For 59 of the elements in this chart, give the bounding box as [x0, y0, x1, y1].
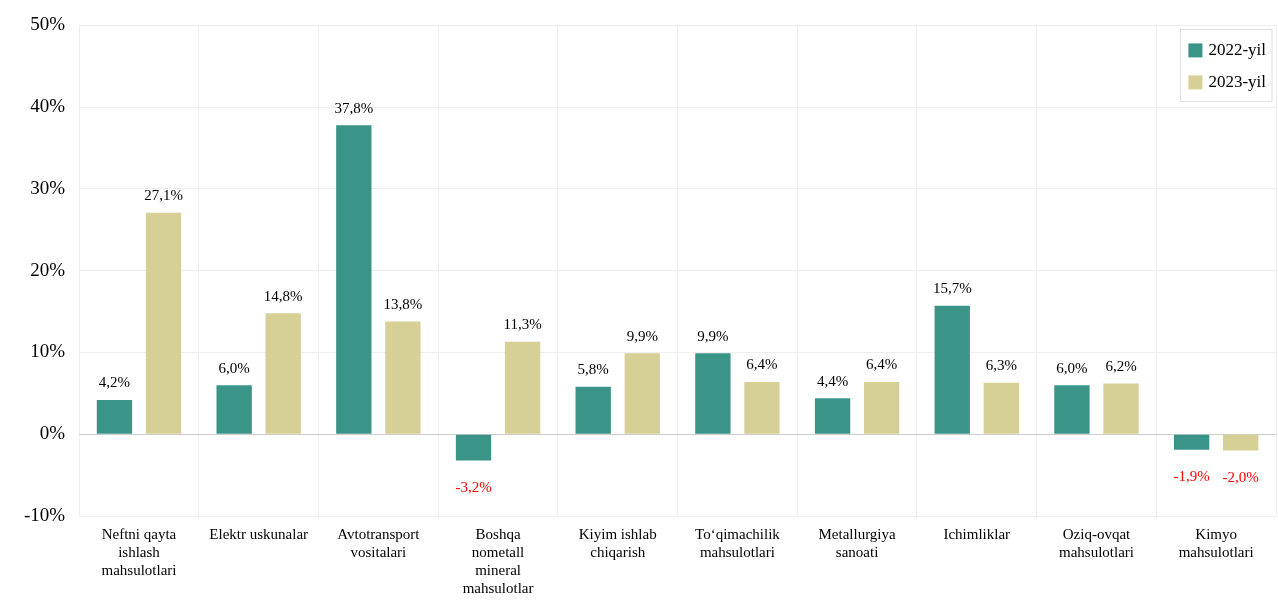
- legend-label: 2022-yil: [1208, 39, 1267, 59]
- x-tick-label: Oziq-ovqat mahsulotlari: [1058, 525, 1134, 560]
- x-tick-label: Neftni qayta ishlash mahsulotlari: [101, 525, 177, 578]
- data-label: 6,4%: [866, 356, 898, 373]
- data-label: 5,8%: [577, 361, 609, 378]
- data-label: 27,1%: [144, 187, 183, 204]
- bar: [385, 321, 421, 434]
- bar: [934, 305, 970, 434]
- data-label: 6,0%: [1056, 359, 1088, 376]
- bar: [1103, 383, 1139, 434]
- y-tick-label: 10%: [30, 340, 66, 362]
- bar: [983, 382, 1019, 434]
- data-label: 6,2%: [1105, 357, 1137, 374]
- y-tick-label: 40%: [30, 95, 66, 117]
- data-label: 13,8%: [383, 295, 423, 312]
- data-label: 9,9%: [697, 327, 729, 344]
- x-tick-label: Elektr uskunalar: [209, 525, 309, 542]
- bar: [695, 353, 731, 434]
- x-tick-label: Avtotransport vositalari: [337, 525, 421, 560]
- bar: [96, 399, 133, 434]
- data-label: 37,8%: [334, 99, 374, 116]
- bar: [336, 125, 372, 434]
- data-label: 4,2%: [98, 374, 131, 391]
- data-label: 6,4%: [746, 356, 778, 373]
- data-label: 14,8%: [263, 287, 303, 304]
- data-label: -1,9%: [1173, 468, 1210, 485]
- x-tick-label: Boshqa nometall mineral mahsulotlar: [462, 525, 534, 596]
- bar: [145, 212, 182, 434]
- data-label: 4,4%: [816, 372, 849, 389]
- bar: [1054, 385, 1090, 434]
- bar: [744, 381, 780, 434]
- data-label: 9,9%: [626, 327, 658, 344]
- x-tick-label: Kimyo mahsulotlari: [1178, 525, 1254, 560]
- x-tick-label: Kiyim ishlab chiqarish: [578, 525, 657, 560]
- y-tick-label: 50%: [30, 13, 66, 35]
- x-tick-label: Ichimliklar: [943, 525, 1011, 542]
- bar: [1223, 434, 1259, 451]
- bar: [1173, 434, 1210, 450]
- bar: [863, 381, 900, 434]
- y-tick-label: 0%: [39, 422, 66, 444]
- data-label: -2,0%: [1222, 469, 1259, 486]
- bar: [624, 353, 660, 434]
- x-tick-label: Metallurgiya sanoati: [818, 525, 897, 560]
- data-label: 6,0%: [218, 359, 250, 376]
- data-label: 15,7%: [932, 280, 972, 297]
- y-tick-label: 30%: [30, 176, 66, 198]
- bar: [216, 385, 252, 434]
- data-label: 6,3%: [985, 357, 1017, 374]
- bar: [504, 341, 541, 434]
- bar: [265, 313, 301, 434]
- x-tick-label: To‘qimachilik mahsulotlari: [695, 525, 781, 560]
- legend-label: 2023-yil: [1208, 71, 1267, 91]
- bar: [575, 386, 611, 434]
- data-label: 11,3%: [503, 316, 542, 333]
- bar: [455, 434, 492, 461]
- y-tick-label: 20%: [30, 258, 66, 280]
- data-label: -3,2%: [455, 478, 492, 495]
- y-tick-label: -10%: [24, 503, 66, 525]
- bar: [814, 398, 851, 434]
